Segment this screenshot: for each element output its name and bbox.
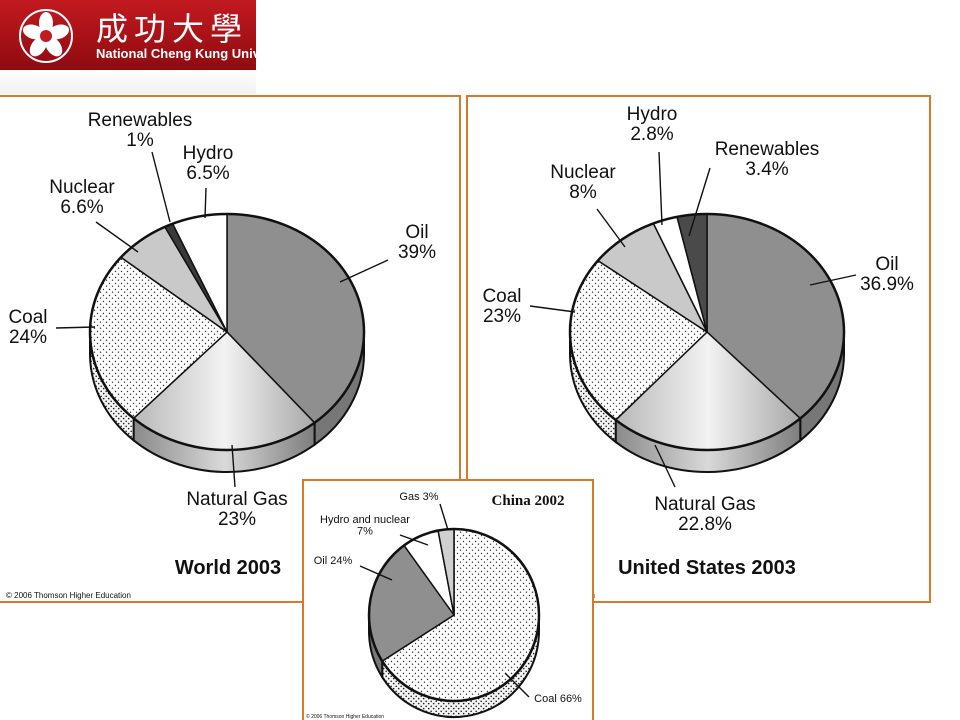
label-hydro: Hydro 6.5% xyxy=(183,143,234,184)
leader-natural-gas xyxy=(654,444,676,488)
label-renewables: Renewables 1% xyxy=(88,110,193,151)
label-coal: Coal 23% xyxy=(482,286,521,327)
world-credit: © 2006 Thomson Higher Education xyxy=(6,591,131,600)
world-chart-title: World 2003 xyxy=(175,557,281,579)
leader-nuclear xyxy=(95,221,139,253)
label-oil: Oil 36.9% xyxy=(860,254,914,295)
world-2003-pie-chart: Oil 39% Natural Gas 23% Coal 24% Nuclear 6.6% Re… xyxy=(6,110,436,600)
leader-nuclear xyxy=(596,208,626,248)
leader-renewables xyxy=(151,151,171,223)
label-hydro: Hydro 2.8% xyxy=(627,104,678,145)
label-oil: Oil 39% xyxy=(398,222,436,263)
us-2003-pie-chart: Oil 36.9% Natural Gas 22.8% Coal 23% Nuclear 8%… xyxy=(470,104,914,600)
leader-hydro xyxy=(658,151,663,226)
pie-rim xyxy=(568,212,846,452)
pie-rim xyxy=(88,212,366,452)
university-name: National Cheng Kung University xyxy=(96,46,295,61)
university-name-cjk: 成功大學 xyxy=(96,10,249,48)
leader-renewables xyxy=(688,167,711,237)
label-nuclear: Nuclear 8% xyxy=(550,162,616,203)
leader-oil xyxy=(809,274,857,286)
leader-coal xyxy=(529,305,576,313)
us-chart-title: United States 2003 xyxy=(618,557,796,579)
label-natural-gas: Natural Gas 22.8% xyxy=(654,494,755,535)
leader-coal xyxy=(55,326,96,329)
leader-oil xyxy=(339,259,389,283)
university-logo-banner: 成功大學 National Cheng Kung University xyxy=(0,0,295,70)
label-renewables: Renewables 3.4% xyxy=(715,139,820,180)
label-natural-gas: Natural Gas 23% xyxy=(186,489,287,530)
label-nuclear: Nuclear 6.6% xyxy=(49,177,115,218)
university-seal-icon xyxy=(19,9,73,63)
china-2002-panel xyxy=(302,479,594,720)
leader-hydro xyxy=(204,187,207,219)
leader-natural-gas xyxy=(231,444,236,488)
logo-underline xyxy=(0,70,256,94)
label-coal: Coal 24% xyxy=(8,307,47,348)
